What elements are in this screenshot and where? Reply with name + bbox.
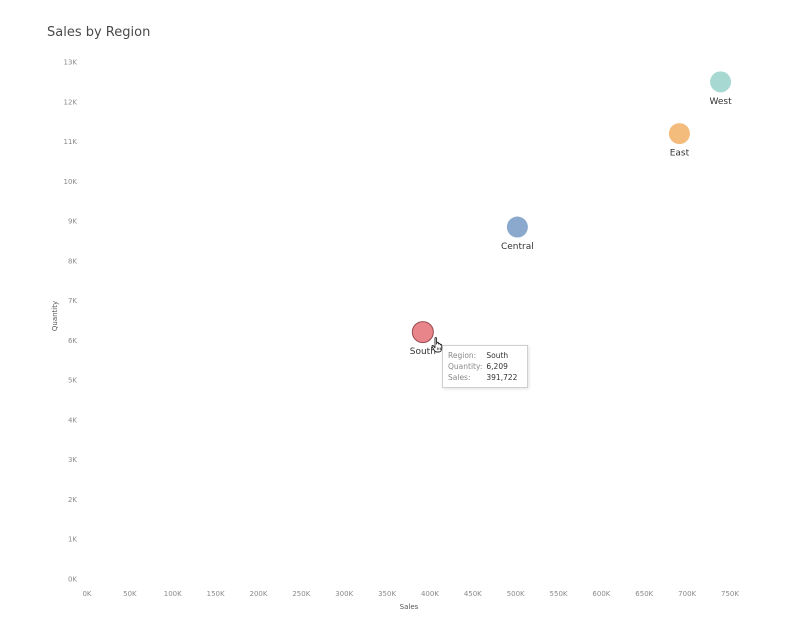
data-point-south[interactable]	[411, 321, 434, 344]
x-tick-label: 50K	[123, 590, 137, 598]
x-tick-label: 0K	[82, 590, 91, 598]
x-axis-label: Sales	[400, 603, 419, 611]
tooltip-row-quantity: Quantity: 6,209	[448, 362, 508, 371]
tooltip: Region: South Quantity: 6,209 Sales: 391…	[442, 345, 528, 388]
chart-title: Sales by Region	[47, 25, 151, 40]
tooltip-value: 6,209	[486, 362, 508, 371]
y-tick-label: 11K	[64, 138, 78, 146]
data-point-west[interactable]	[710, 71, 732, 93]
y-tick-label: 8K	[68, 257, 77, 265]
y-axis-label: Quantity	[51, 301, 59, 331]
tooltip-key: Quantity:	[448, 362, 483, 371]
y-tick-label: 0K	[68, 576, 77, 584]
tooltip-key: Sales:	[448, 373, 471, 382]
data-point-east[interactable]	[668, 123, 690, 145]
y-tick-label: 10K	[64, 178, 78, 186]
y-tick-label: 2K	[68, 496, 77, 504]
tooltip-row-sales: Sales: 391,722	[448, 373, 517, 382]
x-tick-label: 300K	[335, 590, 353, 598]
tooltip-value: South	[486, 351, 509, 360]
tooltip-value: 391,722	[486, 373, 518, 382]
x-tick-label: 550K	[550, 590, 568, 598]
x-tick-label: 200K	[249, 590, 267, 598]
data-label: West	[709, 97, 732, 107]
x-tick-label: 250K	[292, 590, 310, 598]
y-axis-ticks: 0K 1K 2K 3K 4K 5K 6K 7K 8K 9K 10K 11K 12K 13K	[64, 59, 78, 584]
y-tick-label: 1K	[68, 536, 77, 544]
x-tick-label: 400K	[421, 590, 439, 598]
x-tick-label: 350K	[378, 590, 396, 598]
y-tick-label: 12K	[64, 98, 78, 106]
x-tick-label: 500K	[507, 590, 525, 598]
x-axis-ticks: 0K 50K 100K 150K 200K 250K 300K 350K 400K 450K 500…	[82, 590, 739, 598]
y-tick-label: 5K	[68, 377, 77, 385]
x-tick-label: 750K	[721, 590, 739, 598]
x-tick-label: 600K	[592, 590, 610, 598]
tooltip-key: Region:	[448, 351, 477, 360]
data-point-central[interactable]	[506, 216, 528, 238]
data-points: West East Central South	[410, 71, 732, 357]
y-tick-label: 6K	[68, 337, 77, 345]
data-label: Central	[501, 242, 534, 252]
y-tick-label: 7K	[68, 297, 77, 305]
y-tick-label: 3K	[68, 456, 77, 464]
tooltip-row-region: Region: South	[448, 351, 508, 360]
x-tick-label: 450K	[464, 590, 482, 598]
x-tick-label: 150K	[207, 590, 225, 598]
x-tick-label: 700K	[678, 590, 696, 598]
hand-pointer-icon	[431, 337, 443, 353]
x-tick-label: 100K	[164, 590, 182, 598]
x-tick-label: 650K	[635, 590, 653, 598]
y-tick-label: 9K	[68, 218, 77, 226]
y-tick-label: 4K	[68, 416, 77, 424]
data-label: East	[670, 149, 690, 159]
data-label: South	[410, 347, 436, 357]
y-tick-label: 13K	[64, 59, 78, 67]
